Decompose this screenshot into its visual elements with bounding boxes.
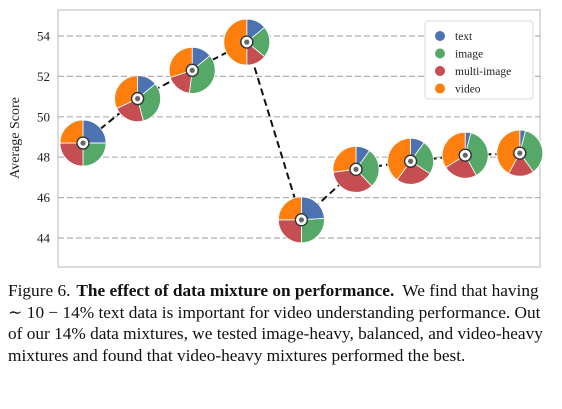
y-axis-label: Average Score bbox=[8, 97, 23, 179]
pie-slice bbox=[496, 129, 521, 174]
point-marker-dot bbox=[189, 67, 195, 73]
pie-point bbox=[496, 129, 544, 177]
figure-caption: Figure 6. The effect of data mixture on p… bbox=[8, 280, 554, 366]
y-tick-label: 54 bbox=[37, 29, 51, 44]
y-tick-label: 50 bbox=[37, 109, 50, 124]
pie-slice bbox=[82, 119, 107, 144]
caption-title: The effect of data mixture on performanc… bbox=[76, 281, 395, 300]
legend-swatch bbox=[435, 66, 445, 76]
pie-point bbox=[223, 18, 271, 66]
legend-swatch bbox=[435, 83, 445, 94]
pie-slice bbox=[464, 132, 489, 176]
legend-label: multi-image bbox=[455, 66, 511, 78]
pie-slice bbox=[59, 142, 84, 167]
pie-point bbox=[168, 46, 216, 94]
y-tick-label: 44 bbox=[37, 231, 51, 246]
y-tick-labels: 44 46 48 50 52 54 bbox=[37, 29, 51, 246]
legend: text image multi-image video bbox=[424, 20, 534, 100]
point-marker-dot bbox=[353, 166, 359, 172]
legend-label: image bbox=[455, 49, 483, 61]
y-tick-label: 46 bbox=[37, 190, 51, 205]
legend-label: video bbox=[455, 84, 481, 96]
pie-slice bbox=[188, 55, 216, 94]
legend-swatch bbox=[435, 31, 445, 41]
pie-slice bbox=[137, 83, 161, 122]
pie-slice bbox=[277, 196, 302, 221]
pie-slice bbox=[519, 130, 544, 173]
figure-canvas: 44 46 48 50 52 54 Average Score text image mult… bbox=[8, 9, 544, 268]
point-marker-dot bbox=[462, 152, 468, 158]
pie-slice bbox=[59, 119, 84, 144]
pie-point bbox=[59, 119, 107, 167]
pie-point bbox=[387, 137, 434, 185]
legend-label: text bbox=[455, 31, 473, 43]
point-marker-dot bbox=[80, 140, 86, 146]
legend-swatch bbox=[435, 48, 445, 59]
pie-slice bbox=[445, 154, 477, 179]
pie-slice bbox=[301, 217, 325, 244]
pie-slice bbox=[277, 219, 302, 244]
caption-text: We find that having ∼ 10 − 14% text data… bbox=[8, 281, 543, 365]
pie-slice bbox=[82, 142, 107, 167]
legend-box bbox=[424, 20, 534, 100]
point-marker-dot bbox=[244, 39, 250, 45]
pie-slice bbox=[223, 18, 248, 66]
point-marker-dot bbox=[135, 96, 141, 102]
pie-point bbox=[332, 145, 380, 193]
pie-point bbox=[114, 75, 161, 122]
point-marker-dot bbox=[408, 158, 414, 164]
pie-slice bbox=[332, 168, 373, 193]
caption-label: Figure 6. bbox=[8, 281, 71, 300]
pie-markers bbox=[59, 18, 544, 244]
pie-slice bbox=[332, 145, 357, 173]
pie-slice bbox=[301, 196, 325, 221]
y-tick-label: 48 bbox=[37, 150, 50, 165]
y-tick-label: 52 bbox=[37, 69, 50, 84]
pie-slice bbox=[396, 160, 431, 185]
pie-point bbox=[441, 131, 489, 179]
pie-slice bbox=[410, 142, 434, 175]
point-marker-dot bbox=[517, 150, 523, 156]
point-marker-dot bbox=[298, 217, 304, 223]
pie-slice bbox=[387, 137, 411, 181]
pie-point bbox=[277, 196, 325, 244]
pie-slice bbox=[355, 150, 380, 187]
pie-slice bbox=[441, 131, 466, 169]
